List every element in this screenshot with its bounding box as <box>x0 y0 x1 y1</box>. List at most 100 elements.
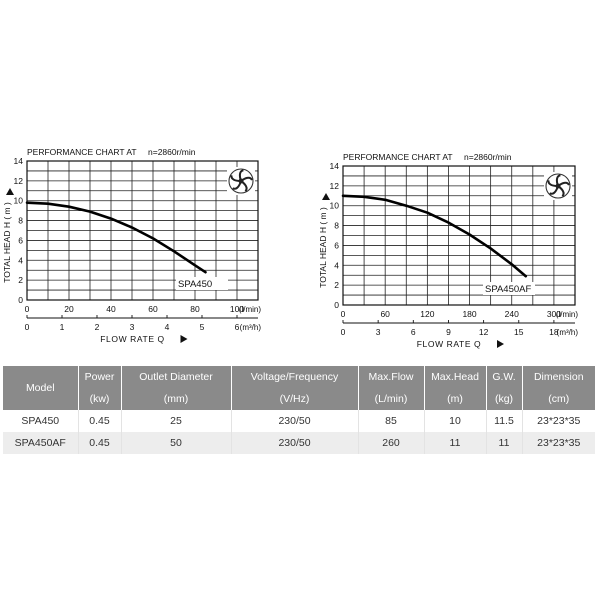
x-tick-label: 40 <box>106 304 116 314</box>
series-line <box>341 194 528 278</box>
header-power: Power <box>77 366 121 388</box>
cell-power: 0.45 <box>77 432 121 454</box>
plot-frame <box>342 165 576 306</box>
cell-dimension: 23*23*35 <box>521 432 595 454</box>
header-dimension-unit: (cm) <box>521 388 595 410</box>
x2-tick-label: 12 <box>479 327 489 337</box>
y-tick-label: 14 <box>330 161 340 171</box>
header-power-unit: (kw) <box>77 388 121 410</box>
x-axis-arrow <box>180 335 188 343</box>
header-max-flow: Max.Flow <box>357 366 424 388</box>
y-axis-arrow <box>322 193 330 200</box>
y-axis-label: TOTAL HEAD H ( m ) <box>2 202 12 283</box>
series-label: SPA450AF <box>485 284 531 295</box>
y-tick-label: 6 <box>18 235 23 245</box>
x-tick-label: 180 <box>462 309 476 319</box>
spec-table: Model Power Outlet Diameter Voltage/Freq… <box>3 366 595 454</box>
x-tick-label: 80 <box>190 304 200 314</box>
chart-1: PERFORMANCE CHART AT n=2860r/min024681012… <box>2 147 261 344</box>
header-max-head-unit: (m) <box>423 388 486 410</box>
impeller-icon <box>544 172 572 200</box>
y-axis-label: TOTAL HEAD H ( m ) <box>318 207 328 288</box>
chart-speed: n=2860r/min <box>148 147 196 157</box>
y-tick-label: 12 <box>330 181 340 191</box>
y-tick-label: 0 <box>334 300 339 310</box>
x2-tick-label: 6 <box>235 322 240 332</box>
cell-outlet-diameter: 25 <box>120 410 231 432</box>
x2-tick-label: 9 <box>446 327 451 337</box>
y-tick-label: 10 <box>330 201 340 211</box>
x2-tick-label: 1 <box>60 322 65 332</box>
x-axis-label: FLOW RATE Q <box>417 339 482 349</box>
chart-grid <box>343 166 575 305</box>
x2-tick-label: 3 <box>376 327 381 337</box>
x2-tick-label: 15 <box>514 327 524 337</box>
cell-max-head: 10 <box>423 410 486 432</box>
y-tick-label: 4 <box>18 255 23 265</box>
x-tick-label: 0 <box>341 309 346 319</box>
chart-2: PERFORMANCE CHART AT n=2860r/min 0 2 4 6 8 10 12… <box>318 152 578 349</box>
x-tick-label: 20 <box>64 304 74 314</box>
chart-grid <box>27 161 258 300</box>
header-voltage-frequency: Voltage/Frequency <box>230 366 358 388</box>
x2-tick-label: 4 <box>165 322 170 332</box>
table-header-row-2: (kw) (mm) (V/Hz) (L/min) (m) (kg) (cm) <box>3 388 595 410</box>
cell-gross-weight: 11 <box>485 432 522 454</box>
cell-dimension: 23*23*35 <box>521 410 595 432</box>
chart-title: PERFORMANCE CHART AT <box>343 152 453 162</box>
y-tick-label: 8 <box>334 221 339 231</box>
y-tick-label: 8 <box>18 216 23 226</box>
y-axis-arrow <box>6 188 14 195</box>
x2-tick-label: 2 <box>95 322 100 332</box>
chart-speed: n=2860r/min <box>464 152 512 162</box>
cell-model: SPA450 <box>3 410 78 432</box>
x2-tick-label: 0 <box>341 327 346 337</box>
table-row: SPA450 0.45 25 230/50 85 10 11.5 23*23*3… <box>3 410 595 432</box>
x-axis-arrow <box>497 340 504 348</box>
x-tick-label: 120 <box>420 309 434 319</box>
cell-model: SPA450AF <box>3 432 78 454</box>
x2-tick-label: 6 <box>411 327 416 337</box>
x-tick-label: 300 <box>547 309 561 319</box>
cell-max-head: 11 <box>423 432 486 454</box>
cell-power: 0.45 <box>77 410 121 432</box>
header-gross-weight: G.W. <box>485 366 522 388</box>
header-gross-weight-unit: (kg) <box>485 388 522 410</box>
plot-frame <box>26 160 259 301</box>
x-tick-label: 60 <box>148 304 158 314</box>
x-unit-label: (l/min) <box>556 310 579 319</box>
impeller-icon <box>227 167 255 195</box>
x-tick-label: 100 <box>230 304 244 314</box>
y-tick-label: 14 <box>14 156 24 166</box>
y-tick-label: 12 <box>14 176 24 186</box>
y-tick-label: 2 <box>18 275 23 285</box>
header-outlet-diameter-unit: (mm) <box>120 388 231 410</box>
x2-tick-label: 18 <box>549 327 559 337</box>
y-tick-label: 0 <box>18 295 23 305</box>
header-outlet-diameter: Outlet Diameter <box>120 366 231 388</box>
header-max-flow-unit: (L/min) <box>357 388 424 410</box>
y-tick-label: 4 <box>334 260 339 270</box>
cell-voltage-frequency: 230/50 <box>230 410 358 432</box>
x2-tick-label: 5 <box>200 322 205 332</box>
cell-voltage-frequency: 230/50 <box>230 432 358 454</box>
x-axis-label: FLOW RATE Q <box>100 334 165 344</box>
chart-title: PERFORMANCE CHART AT <box>27 147 137 157</box>
series-label: SPA450 <box>178 279 212 290</box>
x-unit-label: (l/min) <box>239 305 262 314</box>
x-tick-label: 60 <box>380 309 390 319</box>
cell-max-flow: 260 <box>357 432 424 454</box>
cell-outlet-diameter: 50 <box>120 432 231 454</box>
y-tick-label: 10 <box>14 196 24 206</box>
table-header-row-1: Model Power Outlet Diameter Voltage/Freq… <box>3 366 595 410</box>
x-tick-label: 0 <box>25 304 30 314</box>
header-voltage-frequency-unit: (V/Hz) <box>230 388 358 410</box>
x2-tick-label: 0 <box>25 322 30 332</box>
series-line <box>25 201 207 274</box>
y-tick-label: 2 <box>334 280 339 290</box>
performance-charts: PERFORMANCE CHART AT n=2860r/min024681012… <box>2 147 578 349</box>
table-row: SPA450AF 0.45 50 230/50 260 11 11 23*23*… <box>3 432 595 454</box>
x2-unit-label: (m³/h) <box>557 328 579 337</box>
x2-tick-label: 3 <box>130 322 135 332</box>
cell-gross-weight: 11.5 <box>485 410 522 432</box>
